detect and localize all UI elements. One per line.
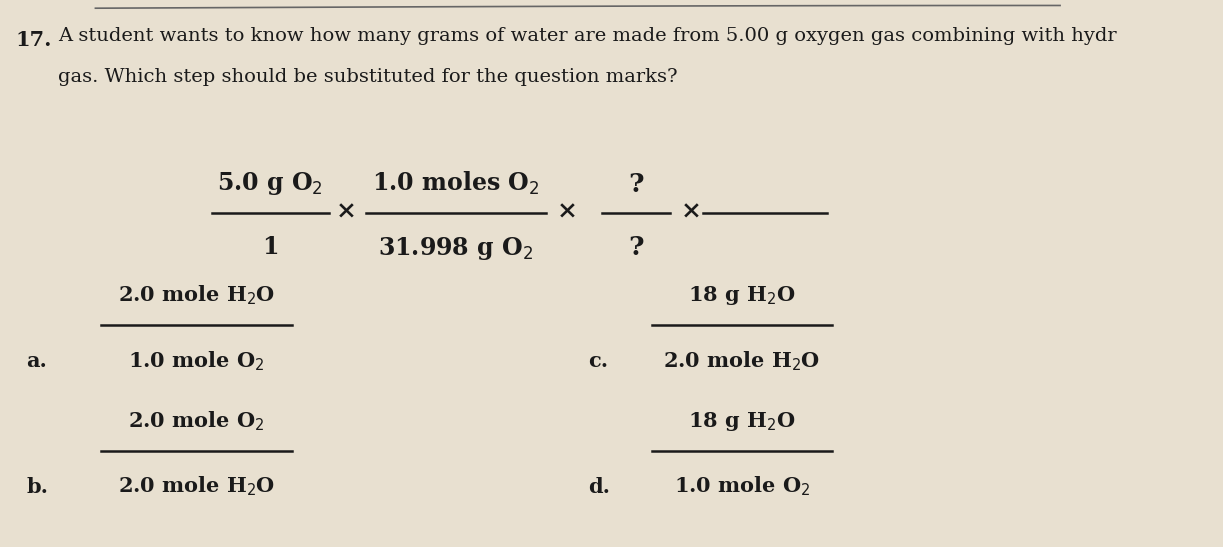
- Text: 2.0 mole O$_2$: 2.0 mole O$_2$: [128, 410, 264, 433]
- Text: 1.0 moles O$_2$: 1.0 moles O$_2$: [372, 170, 539, 197]
- Text: a.: a.: [27, 351, 48, 371]
- Text: 1.0 mole O$_2$: 1.0 mole O$_2$: [128, 349, 264, 373]
- Text: ×: ×: [681, 200, 702, 224]
- Text: 31.998 g O$_2$: 31.998 g O$_2$: [378, 235, 533, 262]
- Text: c.: c.: [588, 351, 609, 371]
- Text: 5.0 g O$_2$: 5.0 g O$_2$: [218, 170, 323, 197]
- Text: 2.0 mole H$_2$O: 2.0 mole H$_2$O: [663, 349, 821, 373]
- Text: b.: b.: [27, 477, 49, 497]
- Text: gas. Which step should be substituted for the question marks?: gas. Which step should be substituted fo…: [59, 68, 678, 86]
- Text: 1: 1: [262, 235, 279, 259]
- Text: 2.0 mole H$_2$O: 2.0 mole H$_2$O: [117, 284, 275, 307]
- Text: 1.0 mole O$_2$: 1.0 mole O$_2$: [674, 475, 810, 498]
- Text: ?: ?: [629, 172, 643, 197]
- Text: A student wants to know how many grams of water are made from 5.00 g oxygen gas : A student wants to know how many grams o…: [59, 27, 1117, 45]
- Text: ×: ×: [556, 200, 577, 224]
- Text: 2.0 mole H$_2$O: 2.0 mole H$_2$O: [117, 475, 275, 498]
- Text: 18 g H$_2$O: 18 g H$_2$O: [689, 410, 796, 433]
- Text: 18 g H$_2$O: 18 g H$_2$O: [689, 284, 796, 307]
- Text: ×: ×: [336, 200, 357, 224]
- Text: d.: d.: [588, 477, 610, 497]
- Text: ?: ?: [629, 235, 643, 260]
- Text: 17.: 17.: [16, 30, 53, 50]
